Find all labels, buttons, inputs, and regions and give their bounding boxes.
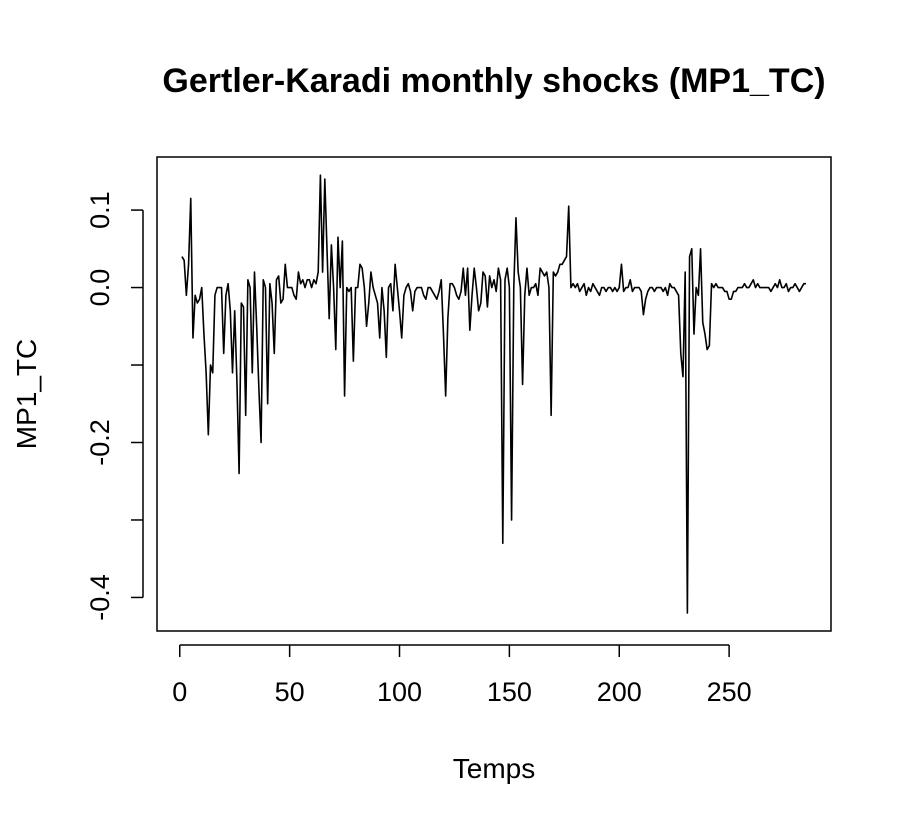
y-tick-label: 0.0	[85, 269, 115, 307]
x-tick-label: 50	[275, 677, 305, 707]
x-axis-label: Temps	[453, 753, 535, 784]
data-line	[181, 174, 807, 614]
x-tick-label: 100	[377, 677, 422, 707]
x-tick-label: 0	[172, 677, 187, 707]
y-tick-label: 0.1	[85, 191, 115, 229]
x-tick-label: 200	[597, 677, 642, 707]
y-tick-label: -0.4	[85, 574, 115, 621]
y-axis-label: MP1_TC	[11, 339, 42, 449]
y-tick-label: -0.2	[85, 419, 115, 466]
x-tick-label: 250	[707, 677, 752, 707]
x-tick-label: 150	[487, 677, 532, 707]
chart-title: Gertler-Karadi monthly shocks (MP1_TC)	[162, 62, 825, 100]
plot-frame	[156, 156, 832, 632]
